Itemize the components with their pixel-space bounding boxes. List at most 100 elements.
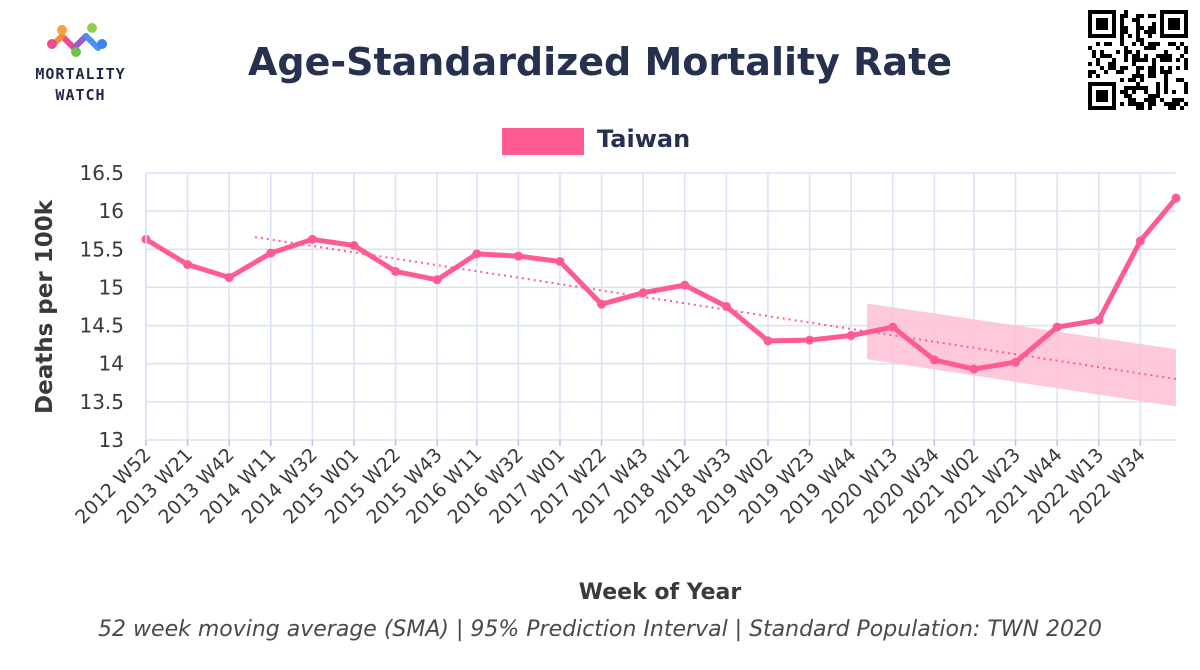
y-tick-label: 13: [99, 428, 124, 452]
qr-module: [1088, 62, 1092, 66]
qr-module: [1152, 30, 1156, 34]
data-point: [1135, 236, 1145, 246]
qr-module: [1168, 106, 1172, 110]
qr-module: [1108, 66, 1112, 70]
data-point: [183, 260, 193, 270]
qr-module: [1136, 50, 1140, 54]
qr-module: [1180, 106, 1184, 110]
qr-module: [1160, 70, 1164, 74]
qr-module: [1156, 82, 1160, 86]
data-point: [1011, 357, 1021, 367]
qr-module: [1184, 82, 1188, 86]
qr-module: [1148, 26, 1152, 30]
qr-module: [1164, 102, 1168, 106]
qr-module: [1160, 98, 1164, 102]
y-tick-label: 15.5: [79, 237, 124, 261]
data-point: [805, 335, 815, 345]
data-point: [680, 280, 690, 290]
qr-module: [1152, 58, 1156, 62]
data-point: [846, 330, 856, 340]
qr-module: [1164, 70, 1168, 74]
y-tick-label: 14: [99, 352, 124, 376]
logo-molecule-icon: [47, 23, 107, 57]
qr-module: [1132, 90, 1136, 94]
qr-module: [1140, 42, 1144, 46]
qr-module: [1132, 42, 1136, 46]
qr-module: [1152, 26, 1156, 30]
qr-module: [1148, 34, 1152, 38]
qr-module: [1164, 90, 1168, 94]
qr-module: [1144, 98, 1148, 102]
qr-module: [1144, 90, 1148, 94]
qr-module: [1160, 66, 1164, 70]
qr-module: [1176, 102, 1180, 106]
qr-module: [1140, 58, 1144, 62]
qr-module: [1128, 86, 1132, 90]
legend-label-taiwan: Taiwan: [597, 125, 691, 153]
qr-module: [1168, 54, 1172, 58]
chart-caption: 52 week moving average (SMA) | 95% Predi…: [98, 617, 1102, 642]
qr-module: [1120, 42, 1124, 46]
qr-module: [1160, 58, 1164, 62]
qr-module: [1100, 50, 1104, 54]
qr-module: [1136, 14, 1140, 18]
qr-module: [1120, 34, 1124, 38]
data-point: [1171, 193, 1181, 203]
qr-module: [1104, 42, 1108, 46]
qr-module: [1140, 38, 1144, 42]
qr-module: [1124, 66, 1128, 70]
qr-module: [1136, 26, 1140, 30]
qr-module: [1176, 98, 1180, 102]
qr-module: [1172, 102, 1176, 106]
qr-module: [1184, 50, 1188, 54]
qr-module: [1092, 70, 1096, 74]
qr-module: [1120, 102, 1124, 106]
qr-module: [1152, 102, 1156, 106]
qr-module: [1140, 86, 1144, 90]
qr-module: [1128, 102, 1132, 106]
qr-module: [1184, 58, 1188, 62]
qr-module: [1136, 102, 1140, 106]
qr-module: [1156, 54, 1160, 58]
qr-module: [1148, 70, 1152, 74]
qr-module: [1100, 54, 1104, 58]
qr-module: [1184, 46, 1188, 50]
qr-module: [1128, 78, 1132, 82]
qr-module: [1156, 86, 1160, 90]
qr-module: [1148, 106, 1152, 110]
qr-module: [1124, 50, 1128, 54]
qr-module: [1124, 10, 1128, 14]
qr-module: [1136, 82, 1140, 86]
qr-module: [1184, 90, 1188, 94]
qr-module: [1152, 22, 1156, 26]
qr-module: [1140, 14, 1144, 18]
qr-module: [1168, 66, 1172, 70]
qr-module: [1140, 74, 1144, 78]
qr-module: [1156, 90, 1160, 94]
qr-module: [1180, 98, 1184, 102]
qr-module: [1164, 78, 1168, 82]
qr-module: [1152, 42, 1156, 46]
qr-module: [1136, 66, 1140, 70]
qr-module: [1108, 62, 1112, 66]
qr-finder-eye: [1168, 18, 1180, 30]
qr-module: [1132, 78, 1136, 82]
qr-module: [1136, 106, 1140, 110]
qr-module: [1128, 50, 1132, 54]
qr-module: [1172, 106, 1176, 110]
qr-module: [1148, 74, 1152, 78]
qr-module: [1120, 66, 1124, 70]
qr-module: [1136, 58, 1140, 62]
qr-module: [1180, 42, 1184, 46]
qr-module: [1092, 50, 1096, 54]
qr-module: [1164, 50, 1168, 54]
qr-module: [1152, 70, 1156, 74]
qr-module: [1120, 22, 1124, 26]
qr-module: [1152, 46, 1156, 50]
qr-module: [1168, 102, 1172, 106]
qr-module: [1156, 94, 1160, 98]
y-tick-label: 14.5: [79, 314, 124, 338]
qr-module: [1132, 62, 1136, 66]
qr-module: [1148, 98, 1152, 102]
